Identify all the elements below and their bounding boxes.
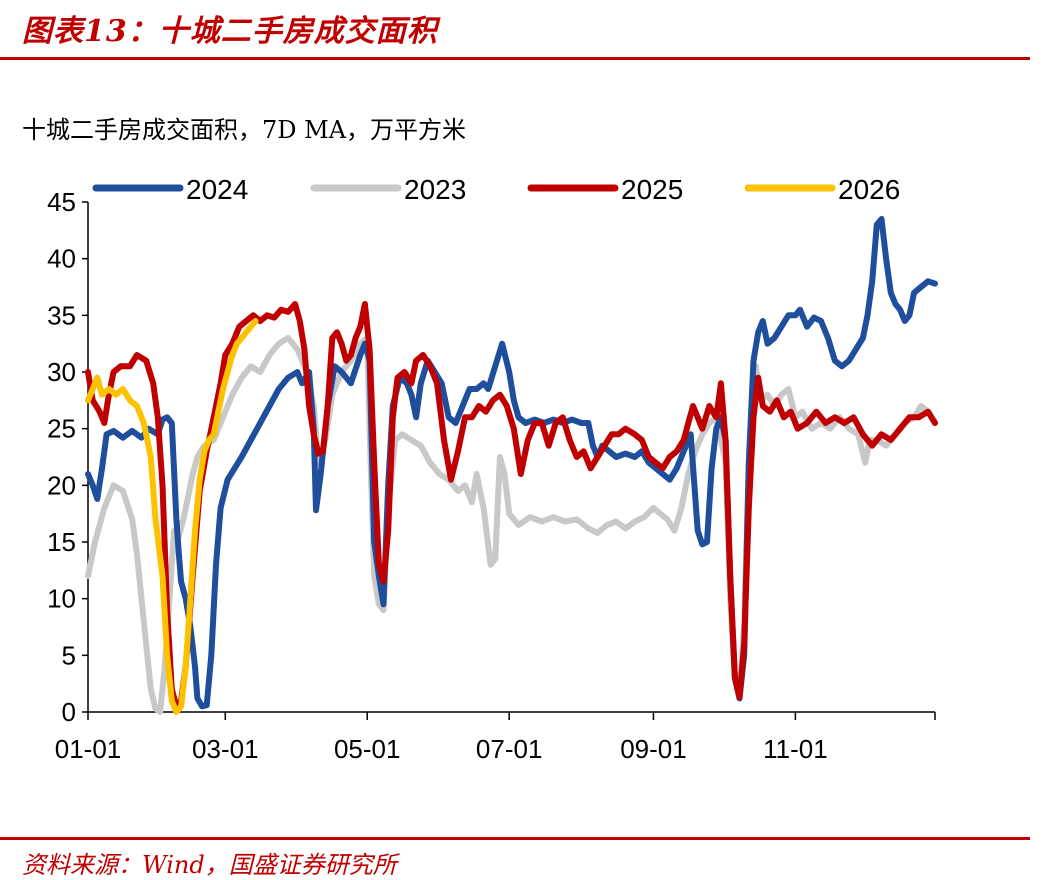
x-tick-label: 11-01 xyxy=(763,734,828,764)
series-lines xyxy=(85,216,938,715)
y-tick-label: 45 xyxy=(47,187,76,217)
y-tick-label: 25 xyxy=(47,414,76,444)
x-tick-label: 07-01 xyxy=(476,734,543,764)
series-line-2024 xyxy=(85,216,938,710)
x-tick-label: 01-01 xyxy=(55,734,122,764)
series-line-2026 xyxy=(85,318,259,715)
legend-label-2023: 2023 xyxy=(404,174,466,205)
x-tick-label: 03-01 xyxy=(192,734,259,764)
source-divider xyxy=(0,837,1030,840)
axes: 0 5 10 15 20 25 30 35 40 45 01-01 03-01 05-01 07-01 09… xyxy=(47,187,936,764)
y-tick-label: 5 xyxy=(62,640,76,670)
legend: 2024 2023 2025 2026 xyxy=(92,174,900,205)
y-tick-label: 35 xyxy=(47,300,76,330)
x-tick-label: 05-01 xyxy=(334,734,401,764)
title-divider xyxy=(0,57,1030,60)
y-tick-label: 20 xyxy=(47,470,76,500)
y-tick-label: 40 xyxy=(47,244,76,274)
y-tick-label: 15 xyxy=(47,527,76,557)
y-tick-label: 0 xyxy=(62,697,76,727)
legend-label-2025: 2025 xyxy=(621,174,683,205)
legend-label-2024: 2024 xyxy=(186,174,248,205)
y-tick-label: 10 xyxy=(47,584,76,614)
legend-label-2026: 2026 xyxy=(838,174,900,205)
figure-title: 图表13：十城二手房成交面积 xyxy=(22,14,438,49)
source-note: 资料来源：Wind，国盛证券研究所 xyxy=(22,851,397,879)
x-tick-label: 09-01 xyxy=(620,734,687,764)
series-line-2025 xyxy=(85,301,938,710)
chart-title: 十城二手房成交面积，7D MA，万平方米 xyxy=(22,116,467,144)
y-tick-label: 30 xyxy=(47,357,76,387)
